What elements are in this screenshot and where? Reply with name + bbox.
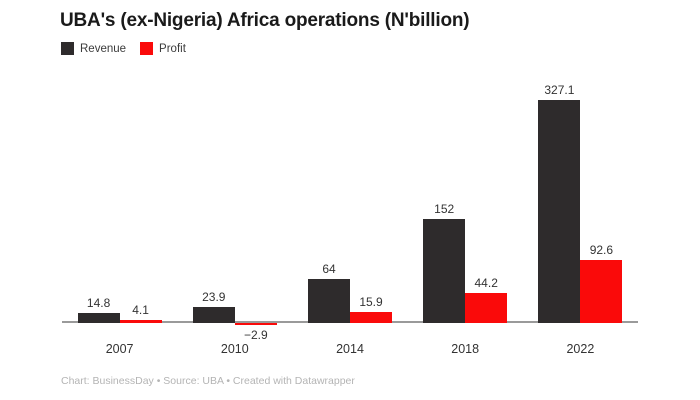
x-axis-tick-2022: 2022 [566, 342, 595, 356]
bar-column: 327.1 [538, 70, 581, 323]
bar-revenue-2014[interactable] [308, 279, 350, 323]
bar-column: 23.9 [192, 70, 235, 323]
bar-value-label: 64 [322, 262, 336, 277]
bar-profit-2010[interactable] [234, 323, 277, 325]
bar-pair: 23.9 −2.9 [192, 70, 277, 342]
bar-profit-2014[interactable] [350, 312, 392, 323]
bar-group: 64 15.9 [308, 70, 392, 323]
bar-revenue-2018[interactable] [423, 219, 466, 323]
bar-revenue-2022[interactable] [538, 99, 581, 323]
bar-value-label: 23.9 [202, 289, 226, 304]
bar-value-label: 92.6 [589, 242, 614, 257]
square-swatch-icon [140, 42, 154, 55]
bar-value-label: 44.2 [474, 275, 498, 290]
bar-value-label: −2.9 [243, 328, 268, 342]
bar-pair: 327.1 92.6 [538, 70, 623, 323]
bar-group: 23.9 −2.9 [192, 70, 277, 342]
bar-column: 4.1 [119, 70, 162, 323]
plot-area: 14.8 4.1 23.9 −2.9 64 15.9 152 44.2 327.1 92.6 [62, 70, 638, 342]
bar-column: 64 [308, 70, 350, 323]
bar-profit-2018[interactable] [465, 292, 508, 323]
bar-column: 14.8 [77, 70, 120, 323]
legend-item-revenue[interactable]: Revenue [61, 42, 126, 55]
bar-group: 14.8 4.1 [77, 70, 162, 323]
x-axis-tick-2007: 2007 [105, 342, 134, 356]
bar-pair: 152 44.2 [423, 70, 508, 323]
bar-pair: 14.8 4.1 [77, 70, 162, 323]
bar-value-label: 15.9 [359, 295, 383, 310]
legend-label-profit: Profit [159, 42, 186, 55]
chart-legend: Revenue Profit [61, 42, 186, 55]
x-axis-labels: 2007 2010 2014 2018 2022 [62, 342, 638, 360]
bar-column: 152 [423, 70, 466, 323]
legend-label-revenue: Revenue [80, 42, 127, 55]
chart-footer-credit: Chart: BusinessDay • Source: UBA • Creat… [61, 375, 355, 387]
bar-pair: 64 15.9 [308, 70, 392, 323]
bar-profit-2007[interactable] [119, 320, 162, 323]
bar-column: 92.6 [580, 70, 623, 323]
x-axis-tick-2014: 2014 [336, 342, 364, 356]
x-axis-tick-2018: 2018 [451, 342, 480, 356]
legend-item-profit[interactable]: Profit [140, 42, 186, 55]
x-axis-tick-2010: 2010 [220, 342, 249, 356]
bar-revenue-2007[interactable] [77, 312, 120, 323]
chart-title: UBA's (ex-Nigeria) Africa operations (N'… [60, 10, 470, 31]
bar-revenue-2010[interactable] [192, 306, 235, 323]
bar-group: 152 44.2 [423, 70, 508, 323]
bar-column: 15.9 [350, 70, 392, 323]
bar-value-label: 4.1 [132, 303, 149, 318]
square-swatch-icon [61, 42, 74, 55]
bar-column: 44.2 [465, 70, 508, 323]
bar-value-label: 152 [434, 202, 455, 217]
bar-value-label: 14.8 [86, 295, 111, 310]
bar-group: 327.1 92.6 [538, 70, 623, 323]
bar-column: −2.9 [234, 70, 277, 342]
bar-value-label: 327.1 [544, 82, 575, 97]
bar-profit-2022[interactable] [580, 259, 623, 323]
